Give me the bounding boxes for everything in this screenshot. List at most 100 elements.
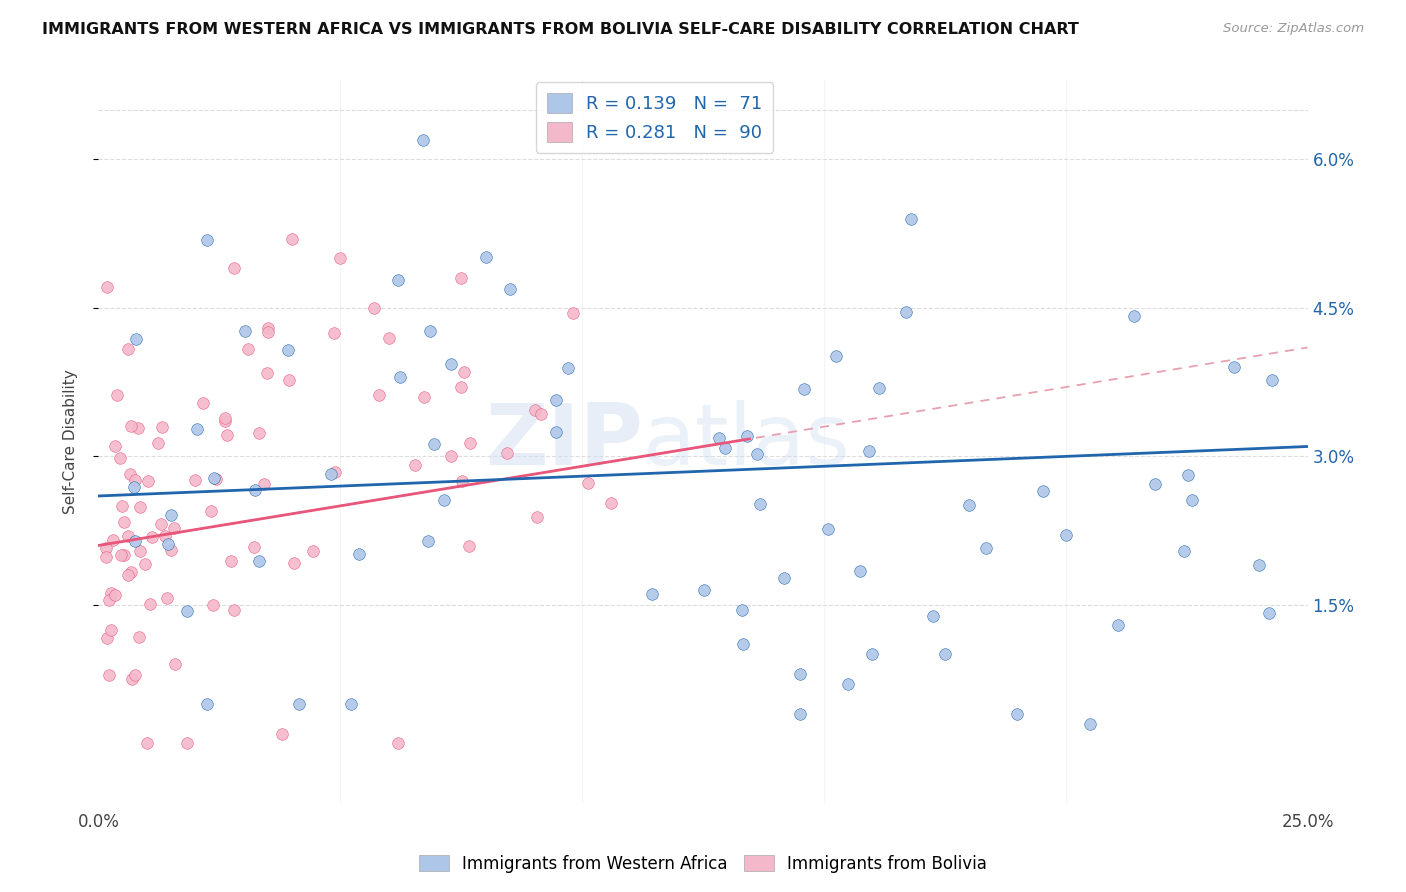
Point [1249,558,1271,573]
Point [96,280,118,294]
Point [155,529,177,543]
Point [419,325,441,339]
Point [600,496,623,510]
Point [157,537,180,551]
Point [789,706,811,721]
Point [576,476,599,491]
Point [524,403,547,417]
Point [120,566,142,580]
Point [858,443,880,458]
Point [183,474,205,488]
Point [160,508,183,523]
Point [193,396,215,410]
Point [186,422,208,436]
Point [238,343,260,357]
Text: atlas: atlas [643,400,851,483]
Point [440,357,463,371]
Point [413,391,436,405]
Legend: Immigrants from Western Africa, Immigrants from Bolivia: Immigrants from Western Africa, Immigran… [412,848,994,880]
Point [1144,477,1167,491]
Point [748,497,770,511]
Y-axis label: Self-Care Disability: Self-Care Disability [63,369,77,514]
Point [277,373,299,387]
Point [150,419,173,434]
Point [817,522,839,536]
Point [149,517,172,532]
Point [163,521,186,535]
Point [233,324,256,338]
Point [195,697,218,711]
Point [202,471,225,485]
Point [100,623,122,637]
Point [117,567,139,582]
Point [301,544,323,558]
Point [1173,544,1195,558]
Point [105,388,128,402]
Point [747,447,769,461]
Point [163,657,186,671]
Point [160,543,183,558]
Point [526,510,548,524]
Point [496,446,519,460]
Point [896,304,918,318]
Point [557,361,579,376]
Point [450,271,472,285]
Point [934,648,956,662]
Point [363,301,385,316]
Point [256,326,278,340]
Point [135,736,157,750]
Point [731,637,754,651]
Point [453,365,475,379]
Point [281,232,304,246]
Point [849,565,872,579]
Point [440,449,463,463]
Point [141,531,163,545]
Point [1122,310,1144,324]
Point [735,429,758,443]
Point [214,414,236,428]
Point [1181,492,1204,507]
Point [1054,528,1077,542]
Point [412,133,434,147]
Point [146,435,169,450]
Point [202,598,225,612]
Point [136,474,159,488]
Point [423,437,446,451]
Point [256,367,278,381]
Point [869,381,891,395]
Point [498,282,520,296]
Point [387,272,409,286]
Point [118,467,141,482]
Point [388,370,411,384]
Point [323,326,346,341]
Point [96,631,118,645]
Point [103,588,125,602]
Point [900,211,922,226]
Point [128,631,150,645]
Point [215,427,238,442]
Point [221,554,243,568]
Point [707,431,730,445]
Point [176,736,198,750]
Point [247,425,270,440]
Point [108,450,131,465]
Point [530,407,553,421]
Point [773,571,796,585]
Point [124,533,146,548]
Point [1222,360,1244,375]
Point [111,499,134,513]
Point [176,604,198,618]
Point [197,233,219,247]
Point [124,332,146,346]
Point [450,379,472,393]
Point [731,603,754,617]
Point [387,736,409,750]
Point [451,474,474,488]
Point [271,726,294,740]
Point [1258,606,1281,620]
Point [825,350,848,364]
Point [789,667,811,681]
Point [416,533,439,548]
Point [458,539,481,553]
Point [1261,372,1284,386]
